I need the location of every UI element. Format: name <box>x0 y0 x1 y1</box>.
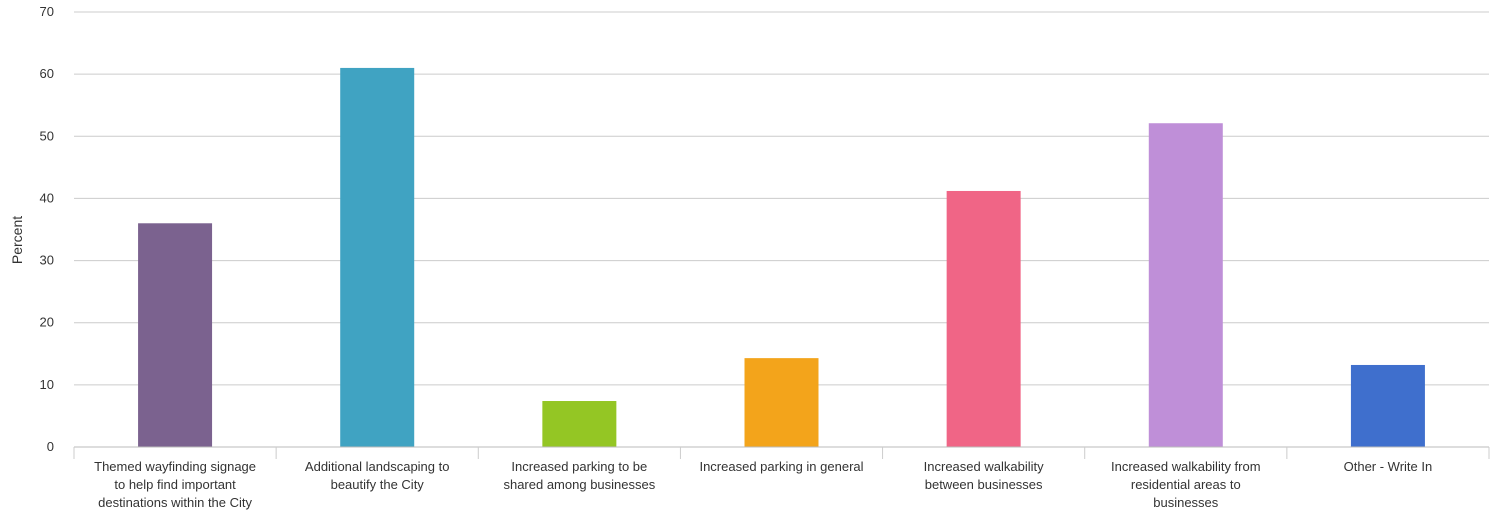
x-tick-label-line: Increased parking to be <box>511 459 647 474</box>
bar <box>138 223 213 447</box>
x-tick-label-line: destinations within the City <box>98 495 252 510</box>
y-tick-label: 20 <box>40 315 54 330</box>
y-axis-title: Percent <box>9 216 25 264</box>
x-axis-ticks <box>73 447 1490 459</box>
x-tick-label-line: shared among businesses <box>503 477 655 492</box>
bar <box>340 67 415 447</box>
bar <box>744 358 819 447</box>
x-tick-label-line: beautify the City <box>331 477 425 492</box>
x-tick-label: Increased parking in general <box>699 459 863 474</box>
y-axis-ticks: 0 10 20 30 40 50 60 70 <box>40 4 54 454</box>
x-tick-label: Other - Write In <box>1344 459 1433 474</box>
x-tick-label: Increased walkability from residential ar… <box>1111 459 1261 510</box>
y-tick-label: 30 <box>40 253 54 268</box>
x-tick-label-line: to help find important <box>114 477 236 492</box>
y-tick-label: 70 <box>40 4 54 19</box>
x-tick-label-line: residential areas to <box>1131 477 1241 492</box>
x-tick-label: Additional landscaping to beautify the Ci… <box>305 459 450 492</box>
x-tick-label-line: Increased parking in general <box>699 459 863 474</box>
y-tick-label: 50 <box>40 128 54 143</box>
x-tick-label-line: Increased walkability <box>924 459 1044 474</box>
bar <box>946 190 1021 447</box>
bar <box>1148 123 1223 447</box>
x-tick-label-line: Themed wayfinding signage <box>94 459 256 474</box>
x-tick-label-line: Additional landscaping to <box>305 459 450 474</box>
bar <box>542 401 617 447</box>
y-tick-label: 0 <box>47 439 54 454</box>
x-tick-label-line: Increased walkability from <box>1111 459 1261 474</box>
y-tick-label: 40 <box>40 190 54 205</box>
x-tick-label-line: Other - Write In <box>1344 459 1433 474</box>
gridlines <box>74 11 1489 386</box>
x-tick-label-line: between businesses <box>925 477 1043 492</box>
x-tick-label-line: businesses <box>1153 495 1219 510</box>
bars <box>138 67 1425 447</box>
x-tick-label: Increased parking to be shared among busi… <box>503 459 655 492</box>
y-tick-label: 60 <box>40 66 54 81</box>
x-tick-label: Increased walkability between businesses <box>924 459 1044 492</box>
bar <box>1350 364 1425 447</box>
x-axis-labels: Themed wayfinding signage to help find im… <box>94 459 1432 510</box>
x-tick-label: Themed wayfinding signage to help find im… <box>94 459 256 510</box>
y-tick-label: 10 <box>40 377 54 392</box>
